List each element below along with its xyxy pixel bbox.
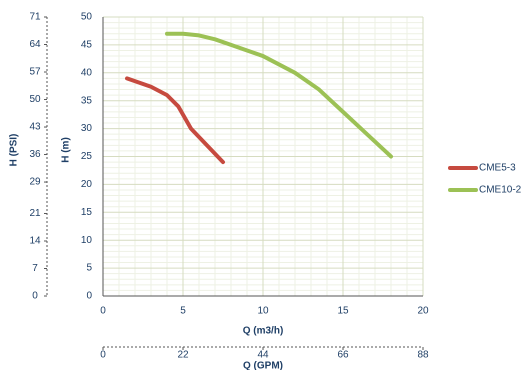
x-axis-label: Q (m3/h) bbox=[243, 326, 284, 337]
y-tick-label: 5 bbox=[86, 263, 92, 274]
y2-axis-label: H (PSI) bbox=[9, 134, 20, 167]
y2-tick-label: 29 bbox=[29, 177, 41, 188]
x2-tick-label: 22 bbox=[177, 350, 189, 361]
y2-tick-label: 64 bbox=[29, 39, 41, 50]
y-tick-label: 45 bbox=[81, 40, 93, 51]
legend-label: CME10-2 bbox=[479, 185, 522, 196]
y-axis-label: H (m) bbox=[61, 137, 72, 163]
x-tick-label: 20 bbox=[417, 306, 429, 317]
y-tick-label: 30 bbox=[81, 123, 93, 134]
y-tick-label: 15 bbox=[81, 207, 93, 218]
legend-label: CME5-3 bbox=[479, 163, 516, 174]
y2-tick-label: 14 bbox=[29, 236, 41, 247]
y-tick-label: 0 bbox=[86, 291, 92, 302]
x-tick-label: 5 bbox=[180, 306, 186, 317]
y-tick-label: 25 bbox=[81, 151, 93, 162]
y2-tick-label: 7 bbox=[32, 263, 38, 274]
y-tick-label: 10 bbox=[81, 235, 93, 246]
y2-tick-label: 36 bbox=[29, 149, 41, 160]
x-tick-label: 0 bbox=[100, 306, 106, 317]
y2-tick-label: 21 bbox=[29, 208, 41, 219]
x2-tick-label: 0 bbox=[100, 350, 106, 361]
y2-tick-label: 0 bbox=[32, 291, 38, 302]
x-tick-label: 15 bbox=[337, 306, 349, 317]
series-line bbox=[125, 76, 225, 165]
y-tick-label: 50 bbox=[81, 12, 93, 23]
x2-tick-label: 88 bbox=[417, 350, 429, 361]
y2-tick-label: 50 bbox=[29, 94, 41, 105]
x-tick-label: 10 bbox=[257, 306, 269, 317]
y2-tick-label: 71 bbox=[29, 12, 41, 23]
x2-tick-label: 66 bbox=[337, 350, 349, 361]
y-tick-label: 35 bbox=[81, 95, 93, 106]
y-tick-label: 40 bbox=[81, 67, 93, 78]
x2-axis-label: Q (GPM) bbox=[243, 361, 283, 370]
y2-tick-label: 57 bbox=[29, 67, 41, 78]
y2-tick-label: 43 bbox=[29, 122, 41, 133]
x2-tick-label: 44 bbox=[257, 350, 269, 361]
series-line bbox=[165, 31, 393, 159]
y-tick-label: 20 bbox=[81, 179, 93, 190]
